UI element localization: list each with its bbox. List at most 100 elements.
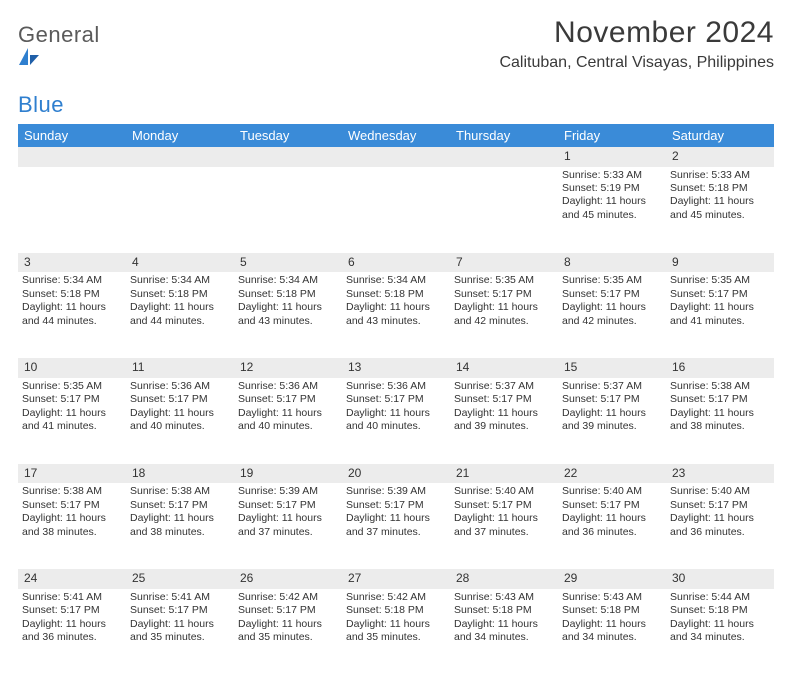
sail-icon (18, 48, 100, 66)
daylight1-text: Daylight: 11 hours (562, 618, 662, 631)
sunrise-text: Sunrise: 5:38 AM (130, 485, 230, 498)
daylight2-text: and 35 minutes. (130, 631, 230, 644)
daylight2-text: and 43 minutes. (346, 315, 446, 328)
day-cell: Sunrise: 5:43 AMSunset: 5:18 PMDaylight:… (558, 589, 666, 675)
sunset-text: Sunset: 5:17 PM (346, 499, 446, 512)
sunrise-text: Sunrise: 5:35 AM (22, 380, 122, 393)
daylight2-text: and 39 minutes. (454, 420, 554, 433)
sunrise-text: Sunrise: 5:35 AM (670, 274, 770, 287)
day-number: 13 (342, 358, 450, 378)
daylight2-text: and 42 minutes. (562, 315, 662, 328)
sunset-text: Sunset: 5:18 PM (670, 604, 770, 617)
day-cell: Sunrise: 5:42 AMSunset: 5:18 PMDaylight:… (342, 589, 450, 675)
day-cell: Sunrise: 5:35 AMSunset: 5:17 PMDaylight:… (558, 272, 666, 358)
daylight1-text: Daylight: 11 hours (454, 301, 554, 314)
week-row: Sunrise: 5:41 AMSunset: 5:17 PMDaylight:… (18, 589, 774, 675)
daylight1-text: Daylight: 11 hours (670, 301, 770, 314)
sunset-text: Sunset: 5:17 PM (670, 288, 770, 301)
weekday-header-row: Sunday Monday Tuesday Wednesday Thursday… (18, 124, 774, 147)
daylight2-text: and 41 minutes. (670, 315, 770, 328)
daylight2-text: and 40 minutes. (346, 420, 446, 433)
daylight2-text: and 37 minutes. (454, 526, 554, 539)
daylight1-text: Daylight: 11 hours (22, 301, 122, 314)
sunset-text: Sunset: 5:18 PM (562, 604, 662, 617)
daylight1-text: Daylight: 11 hours (130, 407, 230, 420)
daynum-row: 3456789 (18, 253, 774, 273)
sunrise-text: Sunrise: 5:42 AM (238, 591, 338, 604)
day-number: 4 (126, 253, 234, 273)
day-number (450, 147, 558, 167)
daylight1-text: Daylight: 11 hours (562, 195, 662, 208)
daylight1-text: Daylight: 11 hours (562, 407, 662, 420)
sunrise-text: Sunrise: 5:34 AM (238, 274, 338, 287)
day-cell: Sunrise: 5:36 AMSunset: 5:17 PMDaylight:… (342, 378, 450, 464)
daylight2-text: and 44 minutes. (130, 315, 230, 328)
sunrise-text: Sunrise: 5:33 AM (670, 169, 770, 182)
day-cell: Sunrise: 5:39 AMSunset: 5:17 PMDaylight:… (234, 483, 342, 569)
day-number: 12 (234, 358, 342, 378)
sunrise-text: Sunrise: 5:37 AM (562, 380, 662, 393)
sunrise-text: Sunrise: 5:33 AM (562, 169, 662, 182)
sunrise-text: Sunrise: 5:39 AM (346, 485, 446, 498)
daylight1-text: Daylight: 11 hours (454, 407, 554, 420)
day-number (342, 147, 450, 167)
daylight1-text: Daylight: 11 hours (238, 512, 338, 525)
sunset-text: Sunset: 5:17 PM (22, 499, 122, 512)
sunset-text: Sunset: 5:18 PM (346, 604, 446, 617)
daylight2-text: and 40 minutes. (130, 420, 230, 433)
sunrise-text: Sunrise: 5:35 AM (562, 274, 662, 287)
sunrise-text: Sunrise: 5:40 AM (670, 485, 770, 498)
brand-logo: General Blue (18, 16, 100, 118)
daylight2-text: and 43 minutes. (238, 315, 338, 328)
day-number: 2 (666, 147, 774, 167)
sunrise-text: Sunrise: 5:44 AM (670, 591, 770, 604)
day-cell: Sunrise: 5:35 AMSunset: 5:17 PMDaylight:… (450, 272, 558, 358)
day-cell: Sunrise: 5:37 AMSunset: 5:17 PMDaylight:… (450, 378, 558, 464)
day-cell (450, 167, 558, 253)
day-number: 18 (126, 464, 234, 484)
day-cell: Sunrise: 5:43 AMSunset: 5:18 PMDaylight:… (450, 589, 558, 675)
sunset-text: Sunset: 5:17 PM (562, 288, 662, 301)
daylight2-text: and 44 minutes. (22, 315, 122, 328)
brand-word2: Blue (18, 92, 64, 117)
day-cell (234, 167, 342, 253)
weekday-header: Tuesday (234, 124, 342, 147)
sunrise-text: Sunrise: 5:34 AM (22, 274, 122, 287)
sunrise-text: Sunrise: 5:36 AM (238, 380, 338, 393)
daylight2-text: and 36 minutes. (670, 526, 770, 539)
day-number: 10 (18, 358, 126, 378)
sunrise-text: Sunrise: 5:37 AM (454, 380, 554, 393)
day-number: 7 (450, 253, 558, 273)
day-number: 21 (450, 464, 558, 484)
sunset-text: Sunset: 5:18 PM (454, 604, 554, 617)
daylight1-text: Daylight: 11 hours (454, 618, 554, 631)
daylight2-text: and 38 minutes. (130, 526, 230, 539)
day-number: 23 (666, 464, 774, 484)
daylight1-text: Daylight: 11 hours (346, 618, 446, 631)
daylight1-text: Daylight: 11 hours (22, 618, 122, 631)
day-number: 19 (234, 464, 342, 484)
location-subtitle: Calituban, Central Visayas, Philippines (499, 54, 774, 72)
daylight1-text: Daylight: 11 hours (130, 512, 230, 525)
sunset-text: Sunset: 5:18 PM (346, 288, 446, 301)
week-row: Sunrise: 5:38 AM Sunset: 5:17 PM Daylight:… (18, 483, 774, 569)
week-row: Sunrise: 5:34 AM Sunset: 5:18 PM Daylight:… (18, 272, 774, 358)
sunset-text: Sunset: 5:17 PM (238, 604, 338, 617)
sunset-text: Sunset: 5:17 PM (22, 604, 122, 617)
day-cell: Sunrise: 5:37 AMSunset: 5:17 PMDaylight:… (558, 378, 666, 464)
day-cell: Sunrise: 5:38 AMSunset: 5:17 PMDaylight:… (666, 378, 774, 464)
day-number (234, 147, 342, 167)
sunrise-text: Sunrise: 5:38 AM (670, 380, 770, 393)
sunset-text: Sunset: 5:17 PM (238, 393, 338, 406)
day-number: 6 (342, 253, 450, 273)
sunset-text: Sunset: 5:19 PM (562, 182, 662, 195)
day-number: 29 (558, 569, 666, 589)
sunrise-text: Sunrise: 5:34 AM (130, 274, 230, 287)
daylight2-text: and 37 minutes. (346, 526, 446, 539)
daylight2-text: and 37 minutes. (238, 526, 338, 539)
day-number: 14 (450, 358, 558, 378)
day-cell (342, 167, 450, 253)
daylight2-text: and 35 minutes. (346, 631, 446, 644)
daylight2-text: and 34 minutes. (562, 631, 662, 644)
weekday-header: Monday (126, 124, 234, 147)
